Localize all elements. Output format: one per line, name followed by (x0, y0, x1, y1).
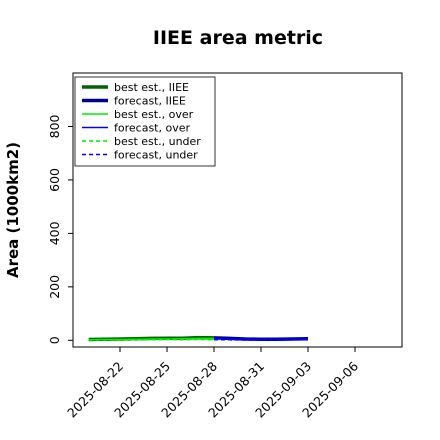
legend-box (74, 76, 216, 167)
plot-area (72, 72, 403, 348)
chart-title: IIEE area metric (153, 27, 323, 49)
legend-label: forecast, over (114, 122, 190, 135)
y-tick-label: 200 (47, 275, 62, 299)
legend-label: best est., IIEE (114, 81, 189, 94)
y-tick-label: 0 (47, 336, 62, 344)
legend-label: forecast, IIEE (114, 95, 186, 108)
x-axis: 2025-08-222025-08-252025-08-282025-08-31… (64, 347, 361, 420)
series-line-3 (88, 337, 214, 341)
y-tick-label: 800 (47, 114, 62, 138)
legend-label: forecast, under (114, 149, 198, 162)
y-axis: 0 200 400 600 800 (47, 114, 73, 344)
y-axis-label: Area (1000km2) (4, 142, 22, 278)
y-tick-label: 600 (47, 168, 62, 192)
legend-label: best est., over (114, 108, 194, 121)
y-tick-label: 400 (47, 221, 62, 245)
plot-lines (88, 335, 309, 342)
legend-label: best est., under (114, 135, 201, 148)
